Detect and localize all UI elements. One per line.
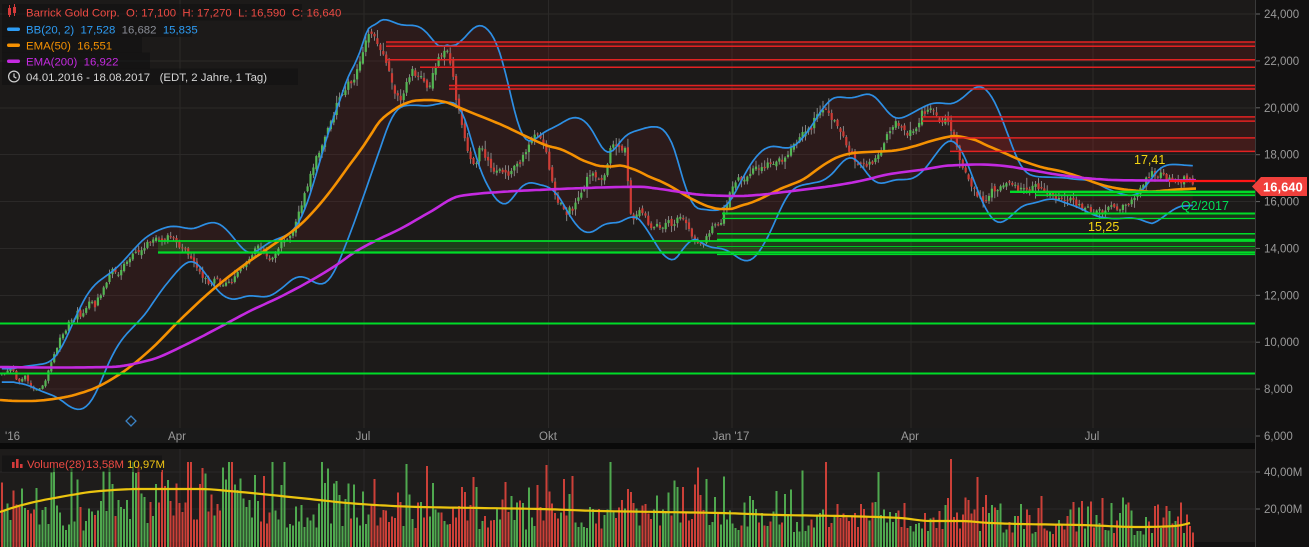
svg-text:'16: '16	[5, 431, 20, 443]
svg-text:12,000: 12,000	[1264, 290, 1299, 302]
svg-text:20,000: 20,000	[1264, 103, 1299, 115]
svg-text:EMA(50) 16,551: EMA(50) 16,551	[26, 41, 112, 53]
svg-text:04.01.2016 - 18.08.2017 (EDT: 04.01.2016 - 18.08.2017 (EDT, 2 Jahre, 1…	[26, 72, 267, 84]
svg-text:10,97M: 10,97M	[127, 459, 165, 471]
svg-text:17,41: 17,41	[1134, 153, 1165, 167]
svg-text:15,25: 15,25	[1088, 220, 1119, 234]
svg-text:Okt: Okt	[539, 431, 558, 443]
svg-text:16,000: 16,000	[1264, 197, 1299, 209]
svg-text:16,640: 16,640	[1263, 180, 1303, 195]
svg-text:BB(20, 2) 17,528 16,682 15,: BB(20, 2) 17,528 16,682 15,835	[26, 25, 198, 37]
svg-text:6,000: 6,000	[1264, 431, 1293, 443]
svg-text:40,00M: 40,00M	[1264, 467, 1302, 479]
svg-text:20,00M: 20,00M	[1264, 504, 1302, 516]
svg-text:Jul: Jul	[356, 431, 371, 443]
svg-text:Apr: Apr	[168, 431, 186, 443]
svg-text:13,58M: 13,58M	[86, 459, 124, 471]
svg-text:Jan '17: Jan '17	[713, 431, 750, 443]
svg-text:Volume(28): Volume(28)	[27, 459, 85, 471]
svg-text:EMA(200) 16,922: EMA(200) 16,922	[26, 57, 118, 69]
svg-text:Apr: Apr	[901, 431, 919, 443]
svg-text:Jul: Jul	[1085, 431, 1100, 443]
svg-text:24,000: 24,000	[1264, 9, 1299, 21]
svg-text:Q2/2017: Q2/2017	[1181, 199, 1229, 213]
svg-text:10,000: 10,000	[1264, 337, 1299, 349]
svg-text:14,000: 14,000	[1264, 243, 1299, 255]
svg-text:Barrick Gold Corp. O: 17,100: Barrick Gold Corp. O: 17,100 H: 17,270 L…	[26, 8, 341, 20]
svg-text:22,000: 22,000	[1264, 56, 1299, 68]
svg-text:8,000: 8,000	[1264, 384, 1293, 396]
svg-text:18,000: 18,000	[1264, 150, 1299, 162]
